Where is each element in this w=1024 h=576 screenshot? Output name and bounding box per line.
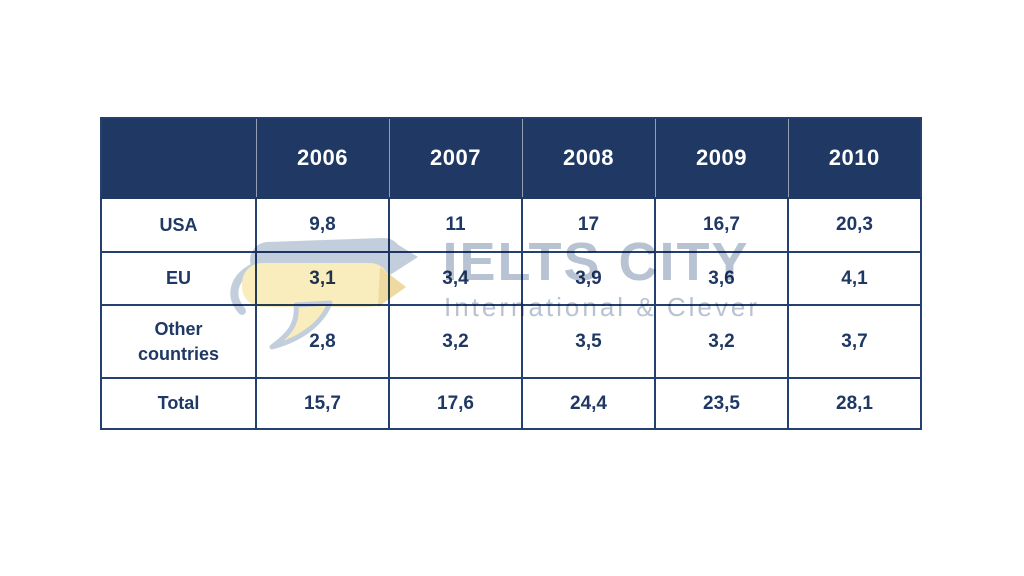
value-cell: 15,7 bbox=[255, 377, 390, 430]
table-row: Other countries 2,8 3,2 3,5 3,2 3,7 bbox=[100, 304, 922, 379]
value-cell: 3,7 bbox=[787, 304, 922, 379]
data-table: 2006 2007 2008 2009 2010 USA 9,8 11 17 16,7 20,3 E… bbox=[100, 117, 922, 430]
row-label: Other countries bbox=[100, 304, 257, 379]
value-cell: 20,3 bbox=[787, 197, 922, 253]
value-cell: 11 bbox=[388, 197, 523, 253]
value-cell: 4,1 bbox=[787, 251, 922, 306]
value-cell: 28,1 bbox=[787, 377, 922, 430]
table-row: USA 9,8 11 17 16,7 20,3 bbox=[100, 197, 922, 253]
year-column-header: 2007 bbox=[388, 118, 522, 199]
row-label: EU bbox=[100, 251, 257, 306]
value-cell: 3,6 bbox=[654, 251, 789, 306]
year-column-header: 2010 bbox=[787, 118, 921, 199]
value-cell: 23,5 bbox=[654, 377, 789, 430]
value-cell: 3,2 bbox=[654, 304, 789, 379]
table-row: Total 15,7 17,6 24,4 23,5 28,1 bbox=[100, 377, 922, 430]
table-corner-cell bbox=[101, 118, 256, 199]
value-cell: 2,8 bbox=[255, 304, 390, 379]
value-cell: 17,6 bbox=[388, 377, 523, 430]
value-cell: 3,5 bbox=[521, 304, 656, 379]
row-label: Total bbox=[100, 377, 257, 430]
value-cell: 3,2 bbox=[388, 304, 523, 379]
year-column-header: 2009 bbox=[654, 118, 788, 199]
year-column-header: 2006 bbox=[255, 118, 389, 199]
value-cell: 3,9 bbox=[521, 251, 656, 306]
table-row: EU 3,1 3,4 3,9 3,6 4,1 bbox=[100, 251, 922, 306]
table-header-row: 2006 2007 2008 2009 2010 bbox=[101, 118, 921, 199]
year-column-header: 2008 bbox=[521, 118, 655, 199]
value-cell: 24,4 bbox=[521, 377, 656, 430]
value-cell: 3,4 bbox=[388, 251, 523, 306]
value-cell: 9,8 bbox=[255, 197, 390, 253]
value-cell: 16,7 bbox=[654, 197, 789, 253]
row-label: USA bbox=[100, 197, 257, 253]
value-cell: 3,1 bbox=[255, 251, 390, 306]
value-cell: 17 bbox=[521, 197, 656, 253]
